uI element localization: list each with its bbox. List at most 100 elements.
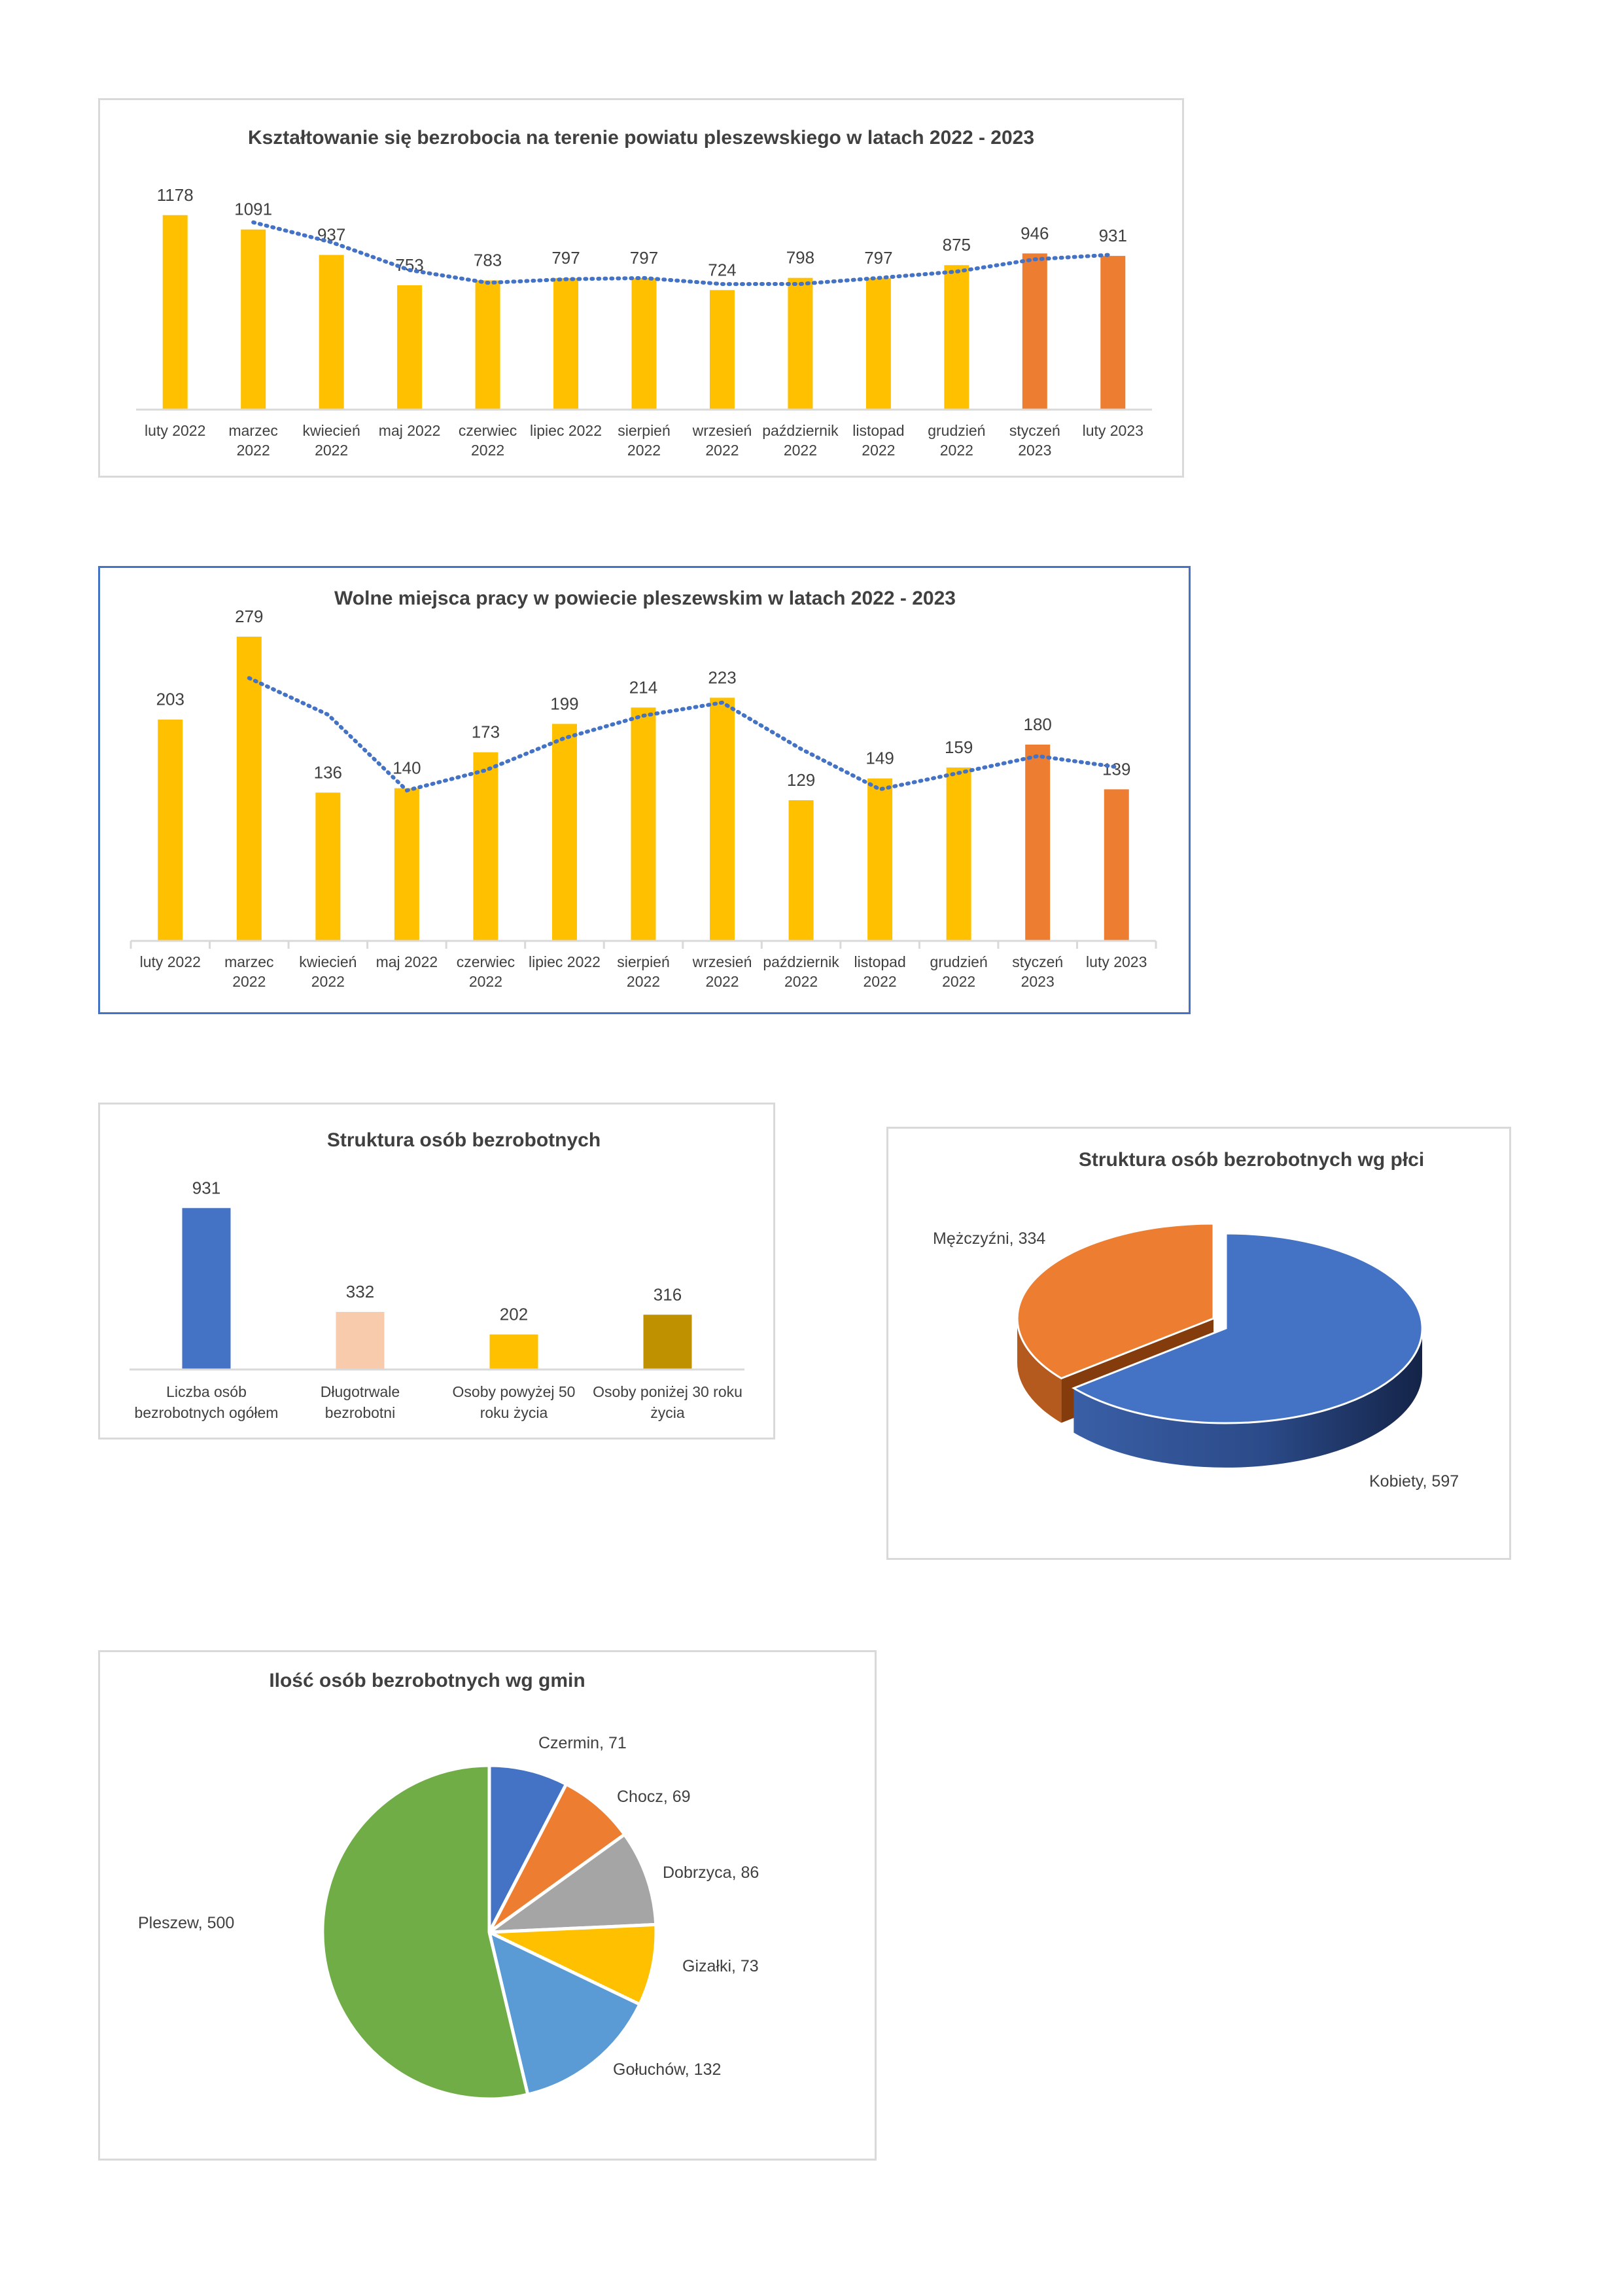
category-label: 2022 bbox=[705, 973, 739, 990]
bar bbox=[162, 215, 188, 410]
slice-label: Pleszew, 500 bbox=[138, 1914, 234, 1932]
data-label: 139 bbox=[1102, 759, 1130, 779]
data-label: 159 bbox=[945, 737, 973, 757]
pie-slice bbox=[321, 1763, 530, 2101]
data-label: 136 bbox=[314, 762, 342, 782]
category-label: 2022 bbox=[864, 973, 897, 990]
bar bbox=[865, 277, 891, 410]
category-label: 2022 bbox=[784, 973, 818, 990]
category-label: maj 2022 bbox=[376, 953, 438, 970]
category-label: 2023 bbox=[1018, 442, 1051, 459]
category-label: Liczba osób bbox=[166, 1383, 247, 1400]
category-label: marzec bbox=[228, 422, 277, 439]
data-label: 1178 bbox=[157, 185, 194, 205]
data-label: 332 bbox=[346, 1282, 374, 1301]
data-label: 173 bbox=[472, 722, 500, 742]
bar bbox=[551, 724, 577, 941]
category-label: maj 2022 bbox=[379, 422, 441, 439]
category-label: Osoby poniżej 30 roku bbox=[593, 1383, 742, 1400]
category-label: sierpień bbox=[618, 422, 671, 439]
category-label: Osoby powyżej 50 bbox=[453, 1383, 576, 1400]
category-label: 2022 bbox=[705, 442, 739, 459]
category-label: luty 2023 bbox=[1083, 422, 1143, 439]
category-label: życia bbox=[650, 1404, 685, 1421]
category-label: październik bbox=[762, 422, 839, 439]
category-label: 2022 bbox=[232, 973, 266, 990]
bar bbox=[643, 1315, 692, 1369]
bar bbox=[1025, 745, 1051, 941]
category-label: 2022 bbox=[237, 442, 270, 459]
bar bbox=[319, 255, 344, 410]
slice-label: Kobiety, 597 bbox=[1369, 1472, 1459, 1491]
unemployment-chart: Kształtowanie się bezrobocia na terenie … bbox=[136, 127, 1152, 459]
category-label: 2022 bbox=[471, 442, 504, 459]
chart-title: Struktura osób bezrobotnych wg płci bbox=[1079, 1149, 1424, 1171]
bar bbox=[473, 752, 498, 941]
slice-label: Czermin, 71 bbox=[538, 1734, 627, 1752]
bar bbox=[336, 1312, 385, 1369]
category-label: wrzesień bbox=[692, 422, 752, 439]
trendline bbox=[247, 676, 1119, 793]
bar bbox=[236, 637, 262, 941]
bar bbox=[944, 265, 969, 410]
category-label: Długotrwale bbox=[321, 1383, 400, 1400]
category-label: grudzień bbox=[928, 422, 985, 439]
data-label: 783 bbox=[474, 250, 502, 270]
category-label: 2022 bbox=[315, 442, 348, 459]
data-label: 140 bbox=[393, 758, 421, 778]
bar bbox=[475, 280, 500, 410]
data-label: 946 bbox=[1021, 223, 1049, 243]
bar bbox=[489, 1334, 538, 1369]
pie-slice bbox=[487, 1763, 568, 1934]
category-label: wrzesień bbox=[692, 953, 752, 970]
data-label: 1091 bbox=[234, 200, 272, 219]
data-label: 180 bbox=[1023, 715, 1051, 734]
bar bbox=[788, 277, 813, 410]
slice-label: Gołuchów, 132 bbox=[613, 2060, 721, 2079]
category-label: marzec bbox=[224, 953, 273, 970]
category-label: kwiecień bbox=[299, 953, 357, 970]
chart-title: Struktura osób bezrobotnych bbox=[327, 1129, 601, 1151]
data-label: 129 bbox=[787, 770, 815, 790]
category-label: listopad bbox=[854, 953, 905, 970]
category-label: grudzień bbox=[930, 953, 988, 970]
pie-slice bbox=[488, 1922, 658, 2007]
pie-slice-rim bbox=[1073, 1328, 1422, 1468]
bar bbox=[158, 719, 183, 941]
bar bbox=[1022, 253, 1047, 410]
category-label: 2022 bbox=[942, 973, 975, 990]
slice-label: Mężczyźni, 334 bbox=[933, 1229, 1045, 1248]
bar bbox=[867, 778, 893, 941]
category-label: bezrobotni bbox=[325, 1404, 395, 1421]
data-label: 203 bbox=[156, 690, 184, 709]
data-label: 797 bbox=[551, 248, 580, 268]
category-label: lipiec 2022 bbox=[530, 422, 602, 439]
data-label: 214 bbox=[629, 677, 657, 697]
data-label: 202 bbox=[500, 1304, 528, 1324]
category-label: październik bbox=[763, 953, 839, 970]
data-label: 724 bbox=[708, 260, 736, 279]
data-label: 798 bbox=[786, 248, 814, 268]
category-label: 2022 bbox=[862, 442, 895, 459]
bar bbox=[788, 800, 814, 941]
communes-chart-panel: Ilość osób bezrobotnych wg gmin Czermin, … bbox=[98, 1650, 877, 2161]
pie-slice bbox=[483, 1832, 658, 1934]
data-label: 316 bbox=[654, 1284, 682, 1304]
data-label: 279 bbox=[235, 607, 263, 626]
category-label: czerwiec bbox=[457, 953, 515, 970]
pie-slice-rim bbox=[1017, 1318, 1062, 1423]
bar bbox=[946, 768, 971, 941]
category-label: 2022 bbox=[627, 973, 660, 990]
category-label: luty 2022 bbox=[140, 953, 201, 970]
vacancies-chart-panel: Wolne miejsca pracy w powiecie pleszewsk… bbox=[98, 566, 1191, 1014]
chart-title: Ilość osób bezrobotnych wg gmin bbox=[269, 1670, 585, 1691]
chart-title: Kształtowanie się bezrobocia na terenie … bbox=[248, 127, 1034, 149]
pie-slice bbox=[1016, 1222, 1215, 1380]
slice-label: Gizałki, 73 bbox=[682, 1957, 759, 1975]
data-label: 931 bbox=[1099, 226, 1127, 245]
category-label: 2022 bbox=[784, 442, 817, 459]
category-label: kwiecień bbox=[303, 422, 360, 439]
chart-title: Wolne miejsca pracy w powiecie pleszewsk… bbox=[334, 588, 956, 609]
gender-chart: Struktura osób bezrobotnych wg płci Mężcz… bbox=[933, 1149, 1459, 1491]
category-label: 2022 bbox=[469, 973, 502, 990]
